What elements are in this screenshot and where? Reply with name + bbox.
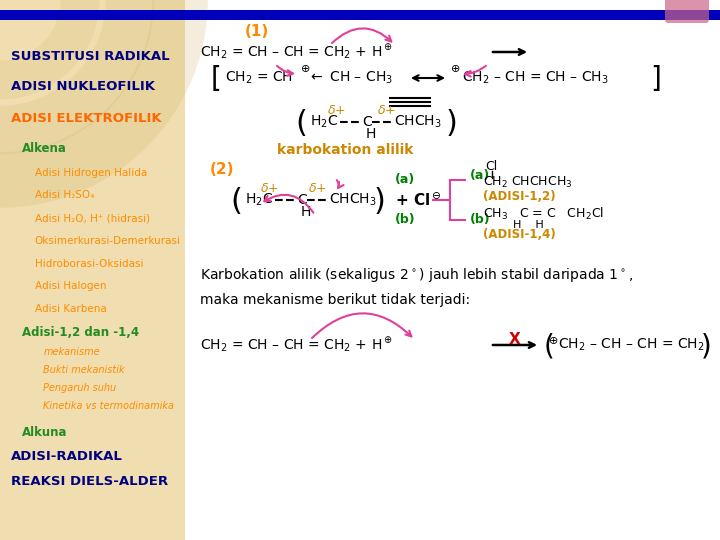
Text: (a): (a) [470,168,490,181]
Text: $\left(\right.$: $\left(\right.$ [543,332,554,361]
Text: + Cl$^\ominus$: + Cl$^\ominus$ [395,191,441,208]
Text: ADISI ELEKTROFILIK: ADISI ELEKTROFILIK [11,112,161,125]
Text: C: C [362,115,372,129]
Text: maka mekanisme berikut tidak terjadi:: maka mekanisme berikut tidak terjadi: [200,293,470,307]
Text: Oksimerkurasi-Demerkurasi: Oksimerkurasi-Demerkurasi [35,236,181,246]
Text: H    H: H H [513,220,544,230]
Text: Cl: Cl [485,160,498,173]
Text: H: H [366,127,377,141]
Text: REAKSI DIELS-ALDER: REAKSI DIELS-ALDER [11,475,168,488]
Text: $\left.\right)$: $\left.\right)$ [445,106,456,138]
Text: $\oplus$: $\oplus$ [450,63,460,73]
Text: H: H [301,205,311,219]
Text: Alkuna: Alkuna [22,426,67,438]
Text: $\delta$+: $\delta$+ [377,104,395,117]
Text: CH$_2$ – CH = CH – CH$_3$: CH$_2$ – CH = CH – CH$_3$ [462,70,608,86]
Text: CH$_2$ CHCHCH$_3$: CH$_2$ CHCHCH$_3$ [483,174,572,190]
Text: X: X [509,333,521,348]
Text: $\delta$+: $\delta$+ [307,181,326,194]
Text: $\left[\right.$: $\left[\right.$ [210,63,220,93]
Text: Karbokation alilik (sekaligus 2$^\circ$) jauh lebih stabil daripada 1$^\circ$,: Karbokation alilik (sekaligus 2$^\circ$)… [200,266,633,284]
Text: CHCH$_3$: CHCH$_3$ [394,114,442,130]
FancyBboxPatch shape [665,0,709,23]
Text: CH$_3$   C = C   CH$_2$Cl: CH$_3$ C = C CH$_2$Cl [483,206,604,222]
Text: SUBSTITUSI RADIKAL: SUBSTITUSI RADIKAL [11,50,169,63]
Text: (b): (b) [395,213,415,226]
Text: $\oplus$: $\oplus$ [300,63,310,73]
Text: Adisi Halogen: Adisi Halogen [35,281,106,291]
Text: $\left.\right)$: $\left.\right)$ [700,332,711,361]
Text: $\left(\right.$: $\left(\right.$ [295,106,307,138]
Text: ADISI NUKLEOFILIK: ADISI NUKLEOFILIK [11,80,155,93]
Text: C: C [297,193,307,207]
Bar [0,10,720,20]
Text: Kinetika vs termodinamika: Kinetika vs termodinamika [43,401,174,410]
Text: $\leftarrow$ CH – CH$_3$: $\leftarrow$ CH – CH$_3$ [308,70,393,86]
Text: Bukti mekanistik: Bukti mekanistik [43,365,125,375]
Text: Alkena: Alkena [22,142,66,155]
Bar [0,0,185,540]
Text: (1): (1) [245,24,269,39]
Text: CH$_2$ = CH: CH$_2$ = CH [225,70,293,86]
Text: karbokation alilik: karbokation alilik [276,143,413,157]
Text: Adisi H₂O, H⁺ (hidrasi): Adisi H₂O, H⁺ (hidrasi) [35,213,150,223]
Text: $\delta$+: $\delta$+ [327,104,346,117]
Text: Adisi-1,2 dan -1,4: Adisi-1,2 dan -1,4 [22,326,139,339]
Text: $\oplus$: $\oplus$ [548,334,558,346]
Text: $\delta$+: $\delta$+ [259,181,279,194]
Text: CH$_2$ = CH – CH = CH$_2$ + H$^\oplus$: CH$_2$ = CH – CH = CH$_2$ + H$^\oplus$ [200,42,392,62]
Text: (b): (b) [470,213,490,226]
Text: (a): (a) [395,173,415,186]
Text: (ADISI-1,2): (ADISI-1,2) [483,190,556,202]
Text: Hidroborasi-Oksidasi: Hidroborasi-Oksidasi [35,259,143,268]
Text: $\left.\right]$: $\left.\right]$ [650,63,660,93]
Text: Adisi Hidrogen Halida: Adisi Hidrogen Halida [35,168,147,178]
Text: CH$_2$ – CH – CH = CH$_2$: CH$_2$ – CH – CH = CH$_2$ [558,337,705,353]
Text: (2): (2) [210,163,235,178]
Text: $\left(\right.$: $\left(\right.$ [230,185,241,215]
Text: ADISI-RADIKAL: ADISI-RADIKAL [11,450,122,463]
Text: CHCH$_3$: CHCH$_3$ [329,192,377,208]
Text: Pengaruh suhu: Pengaruh suhu [43,383,117,393]
Text: Adisi H₂SO₄: Adisi H₂SO₄ [35,191,94,200]
Text: H$_2$C: H$_2$C [245,192,273,208]
Text: CH$_2$ = CH – CH = CH$_2$ + H$^\oplus$: CH$_2$ = CH – CH = CH$_2$ + H$^\oplus$ [200,335,392,355]
Text: $\left.\right)$: $\left.\right)$ [373,185,384,215]
Text: mekanisme: mekanisme [43,347,100,357]
Text: H$_2$C: H$_2$C [310,114,338,130]
Text: Adisi Karbena: Adisi Karbena [35,304,107,314]
Text: (ADISI-1,4): (ADISI-1,4) [483,228,556,241]
